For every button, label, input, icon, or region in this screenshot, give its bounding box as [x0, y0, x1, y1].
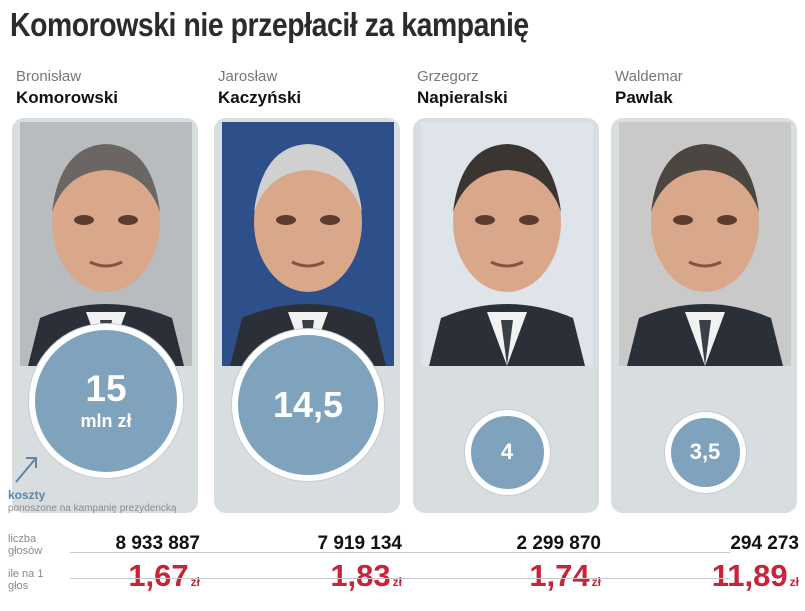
cost-bubble: 14,5	[232, 329, 384, 481]
per-vote-number: 1,83	[330, 558, 391, 593]
candidate-photo	[619, 122, 791, 366]
legend-arrow-icon	[15, 457, 37, 483]
cost-bubble: 15 mln zł	[29, 324, 183, 478]
per-vote-value: 1,67 zł	[128, 558, 200, 594]
legend-series-name: koszty	[8, 488, 46, 502]
candidate-first-name: Bronisław	[16, 68, 82, 85]
per-vote-unit: zł	[190, 575, 200, 589]
candidate-column: Grzegorz Napieralski 4 2 299 870 1,74 zł	[413, 0, 601, 611]
row-divider-votes	[70, 552, 730, 553]
per-vote-value: 1,83 zł	[330, 558, 402, 594]
candidate-last-name: Pawlak	[615, 88, 673, 107]
candidate-last-name: Napieralski	[417, 88, 508, 107]
candidate-last-name: Komorowski	[16, 88, 119, 107]
votes-value: 8 933 887	[115, 533, 200, 554]
portrait-photo	[619, 122, 791, 366]
portrait-photo	[421, 122, 593, 366]
row-label-per-vote: ile na 1 głos	[8, 568, 44, 592]
per-vote-unit: zł	[591, 575, 601, 589]
per-vote-number: 1,74	[529, 558, 590, 593]
per-vote-number: 1,67	[128, 558, 189, 593]
candidate-first-name: Grzegorz	[417, 68, 479, 85]
per-vote-unit: zł	[789, 575, 799, 589]
candidate-photo	[421, 122, 593, 366]
per-vote-value: 11,89 zł	[712, 558, 799, 594]
row-label-votes: liczba głosów	[8, 533, 43, 557]
candidate-first-name: Waldemar	[615, 68, 683, 85]
candidate-first-name: Jarosław	[218, 68, 278, 85]
cost-value-label: 14,5	[272, 384, 344, 425]
cost-unit-label: mln zł	[80, 411, 132, 431]
per-vote-number: 11,89	[711, 558, 788, 593]
row-divider-per-vote	[70, 578, 730, 579]
candidate-last-name: Kaczyński	[218, 88, 302, 107]
candidate-column: Jarosław Kaczyński 14,5 7 919 134 1,83 zł	[214, 0, 402, 611]
votes-value: 294 273	[730, 533, 799, 554]
cost-value-label: 15	[85, 368, 127, 409]
candidate-column: Bronisław Komorowski 15 mln zł 8 933 887 1,6…	[12, 0, 200, 611]
cost-value-label: 3,5	[689, 439, 721, 464]
cost-bubble: 4	[464, 409, 550, 495]
per-vote-value: 1,74 zł	[529, 558, 601, 594]
chart-title: Komorowski nie przepłacił za kampanię	[10, 6, 529, 43]
votes-value: 7 919 134	[317, 533, 402, 554]
cost-bubble: 3,5	[664, 411, 746, 493]
per-vote-unit: zł	[392, 575, 402, 589]
votes-value: 2 299 870	[516, 533, 601, 554]
legend-description: ponoszone na kampanię prezydencką	[8, 503, 177, 514]
cost-value-label: 4	[500, 439, 514, 464]
candidate-column: Waldemar Pawlak 3,5 294 273 11,89 zł	[611, 0, 799, 611]
